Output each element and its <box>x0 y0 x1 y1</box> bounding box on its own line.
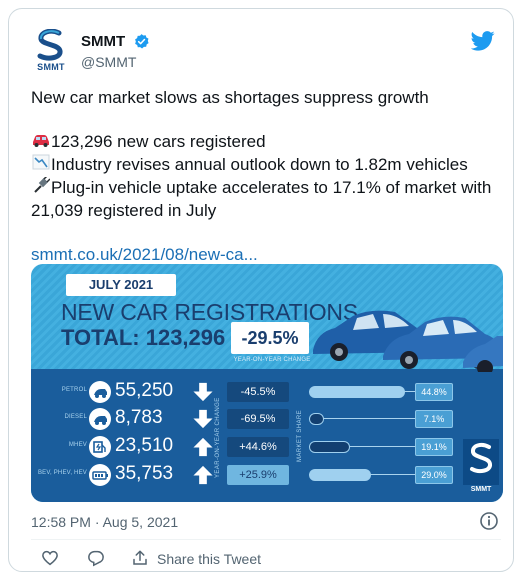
smmt-logo-icon <box>37 29 63 61</box>
registrations-value: 35,753 <box>115 463 174 484</box>
share-icon <box>133 550 147 565</box>
market-share-bar <box>309 385 449 399</box>
account-info: SMMT @SMMT <box>81 33 150 70</box>
fuel-type-icon <box>89 408 111 430</box>
heart-icon <box>42 550 58 566</box>
plug-icon <box>31 175 51 200</box>
reply-button[interactable] <box>87 549 105 569</box>
fuel-row-petrol: PETROL 55,250 -45.5% 44.8% <box>31 379 503 405</box>
like-button[interactable] <box>41 549 59 569</box>
fuel-type-label: DIESEL <box>64 414 87 420</box>
tweet-line-outlook: Industry revises annual outlook down to … <box>31 154 501 177</box>
yoy-change-value: +44.6% <box>227 437 289 457</box>
tweet-actions: Share this Tweet <box>31 547 501 571</box>
article-link[interactable]: smmt.co.uk/2021/08/new-ca... <box>31 245 258 264</box>
infographic-total: TOTAL: 123,296 <box>61 325 226 350</box>
tweet-line-1: 123,296 new cars registered <box>51 132 266 151</box>
fuel-row-diesel: DIESEL 8,783 -69.5% 7.1% <box>31 406 503 432</box>
tweet-card: SMMT SMMT @SMMT New car market slows as … <box>8 8 514 572</box>
verified-badge-icon <box>134 34 149 49</box>
avatar-label: SMMT <box>37 62 65 72</box>
twitter-bird-icon[interactable] <box>471 31 495 51</box>
market-share-value: 29.0% <box>415 466 453 484</box>
infographic-month: JULY 2021 <box>66 274 176 296</box>
fuel-row-bev-phev-hev: BEV, PHEV, HEV 35,753 +25.9% 29.0% <box>31 462 503 488</box>
market-share-fill <box>309 469 371 481</box>
arrow-up-icon <box>191 464 215 486</box>
tweet-header: SMMT SMMT @SMMT <box>29 29 499 77</box>
tweet-line-plugin: Plug-in vehicle uptake accelerates to 17… <box>31 175 501 222</box>
tweet-line-3: Plug-in vehicle uptake accelerates to 17… <box>31 178 492 220</box>
share-tweet-button[interactable]: Share this Tweet <box>131 549 281 569</box>
infographic-total-change: -29.5% <box>231 322 309 354</box>
market-share-value: 19.1% <box>415 438 453 456</box>
account-handle[interactable]: @SMMT <box>81 54 137 70</box>
tweet-line-2: Industry revises annual outlook down to … <box>51 155 468 174</box>
registrations-value: 55,250 <box>115 380 174 401</box>
reply-icon <box>88 550 104 567</box>
yoy-change-value: -45.5% <box>227 382 289 402</box>
market-share-value: 44.8% <box>415 383 453 401</box>
market-share-fill <box>309 441 350 453</box>
market-share-bar <box>309 468 449 482</box>
market-share-fill <box>309 386 405 398</box>
tweet-timestamp[interactable]: 12:58 PM · Aug 5, 2021 <box>31 514 179 530</box>
market-share-fill <box>309 413 324 425</box>
infographic-change-caption: YEAR-ON-YEAR CHANGE <box>233 357 311 363</box>
fuel-row-mhev: MHEV 23,510 +44.6% 19.1% <box>31 434 503 460</box>
tweet-body: New car market slows as shortages suppre… <box>31 87 501 266</box>
share-tweet-label: Share this Tweet <box>157 551 262 567</box>
yoy-change-value: -69.5% <box>227 409 289 429</box>
fuel-type-icon <box>89 436 111 458</box>
footer-divider <box>31 539 501 540</box>
infographic-title: NEW CAR REGISTRATIONS <box>61 299 358 325</box>
tweet-line-registrations: 123,296 new cars registered <box>31 131 501 154</box>
market-share-bar <box>309 412 449 426</box>
display-name[interactable]: SMMT <box>81 33 126 51</box>
fuel-type-label: BEV, PHEV, HEV <box>37 470 87 476</box>
cars-illustration-icon <box>313 310 503 372</box>
arrow-down-icon <box>191 408 215 430</box>
tweet-headline: New car market slows as shortages suppre… <box>31 88 429 107</box>
fuel-type-icon <box>89 464 111 486</box>
market-share-bar <box>309 440 449 454</box>
fuel-type-label: PETROL <box>61 387 87 393</box>
info-icon[interactable] <box>479 511 499 531</box>
arrow-down-icon <box>191 381 215 403</box>
arrow-up-icon <box>191 436 215 458</box>
avatar[interactable]: SMMT <box>29 29 73 75</box>
market-share-value: 7.1% <box>415 410 453 428</box>
infographic-image[interactable]: JULY 2021 NEW CAR REGISTRATIONS TOTAL: 1… <box>31 264 503 502</box>
smmt-logo-icon <box>463 439 499 485</box>
registrations-value: 23,510 <box>115 435 174 456</box>
car-emoji-icon <box>31 132 51 154</box>
registrations-value: 8,783 <box>115 407 163 428</box>
yoy-change-value: +25.9% <box>227 465 289 485</box>
chart-down-icon <box>31 154 51 177</box>
smmt-logo-label: SMMT <box>470 486 492 493</box>
fuel-type-icon <box>89 381 111 403</box>
fuel-type-label: MHEV <box>68 442 87 448</box>
